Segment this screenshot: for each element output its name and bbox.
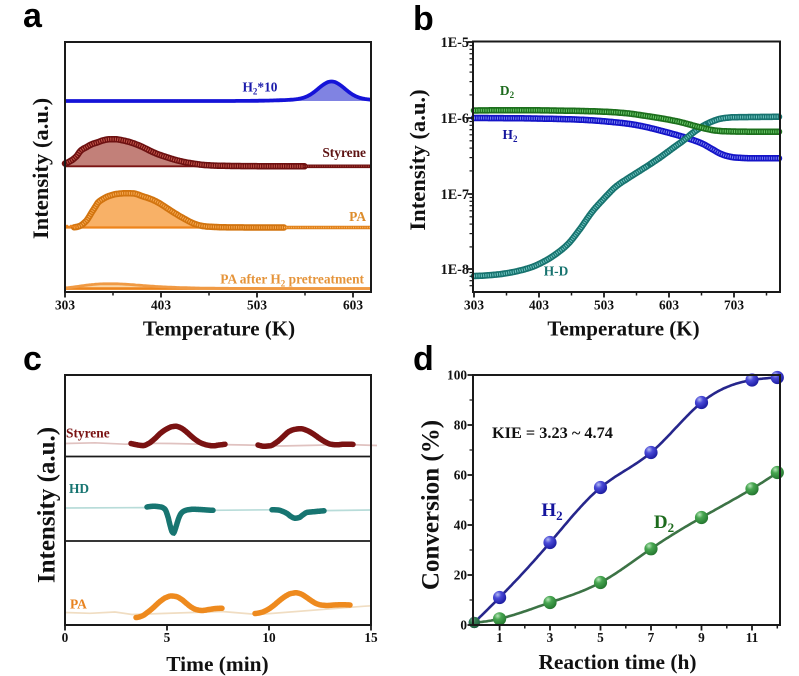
svg-text:Intensity (a.u.): Intensity (a.u.) [28, 98, 53, 239]
svg-text:60: 60 [454, 468, 468, 483]
svg-text:HD: HD [69, 481, 89, 496]
svg-text:PA: PA [70, 597, 87, 612]
svg-text:11: 11 [746, 630, 759, 645]
svg-text:20: 20 [454, 568, 468, 583]
svg-text:Reaction time (h): Reaction time (h) [538, 650, 696, 674]
svg-text:Time (min): Time (min) [166, 652, 268, 676]
svg-text:PA: PA [349, 209, 366, 224]
svg-text:1E-7: 1E-7 [441, 187, 469, 203]
svg-text:1E-5: 1E-5 [441, 35, 469, 51]
svg-text:403: 403 [151, 298, 171, 313]
svg-text:Styrene: Styrene [322, 145, 366, 160]
svg-text:603: 603 [659, 298, 679, 313]
svg-text:703: 703 [724, 298, 744, 313]
svg-text:303: 303 [55, 298, 75, 313]
svg-text:303: 303 [464, 298, 484, 313]
svg-text:PA after H2 pretreatment: PA after H2 pretreatment [220, 272, 364, 289]
svg-text:a: a [23, 0, 43, 35]
svg-text:5: 5 [164, 630, 171, 645]
svg-text:Temperature (K): Temperature (K) [547, 317, 699, 341]
svg-text:0: 0 [62, 630, 69, 645]
svg-text:403: 403 [529, 298, 549, 313]
svg-text:H-D: H-D [544, 264, 569, 279]
svg-text:40: 40 [454, 518, 468, 533]
svg-text:3: 3 [547, 630, 554, 645]
svg-text:1E-6: 1E-6 [441, 111, 469, 127]
svg-text:15: 15 [364, 630, 378, 645]
svg-text:7: 7 [648, 630, 655, 645]
svg-text:1E-8: 1E-8 [441, 262, 469, 278]
svg-text:100: 100 [447, 368, 467, 383]
svg-text:603: 603 [343, 298, 363, 313]
svg-text:Temperature (K): Temperature (K) [143, 317, 295, 341]
svg-text:503: 503 [247, 298, 267, 313]
svg-text:9: 9 [698, 630, 705, 645]
svg-text:5: 5 [597, 630, 604, 645]
svg-text:c: c [23, 340, 42, 378]
svg-text:Styrene: Styrene [66, 426, 110, 441]
svg-text:80: 80 [454, 418, 468, 433]
svg-text:b: b [413, 0, 434, 38]
svg-text:10: 10 [262, 630, 276, 645]
svg-text:Conversion (%): Conversion (%) [418, 420, 445, 590]
svg-text:KIE = 3.23 ~ 4.74: KIE = 3.23 ~ 4.74 [492, 423, 613, 442]
svg-text:Intensity (a.u.): Intensity (a.u.) [405, 89, 430, 230]
svg-text:d: d [413, 340, 434, 378]
svg-text:503: 503 [594, 298, 614, 313]
svg-text:0: 0 [460, 618, 467, 633]
svg-text:1: 1 [496, 630, 503, 645]
svg-text:Intensity (a.u.): Intensity (a.u.) [34, 427, 61, 583]
svg-text:H2*10: H2*10 [242, 80, 277, 97]
